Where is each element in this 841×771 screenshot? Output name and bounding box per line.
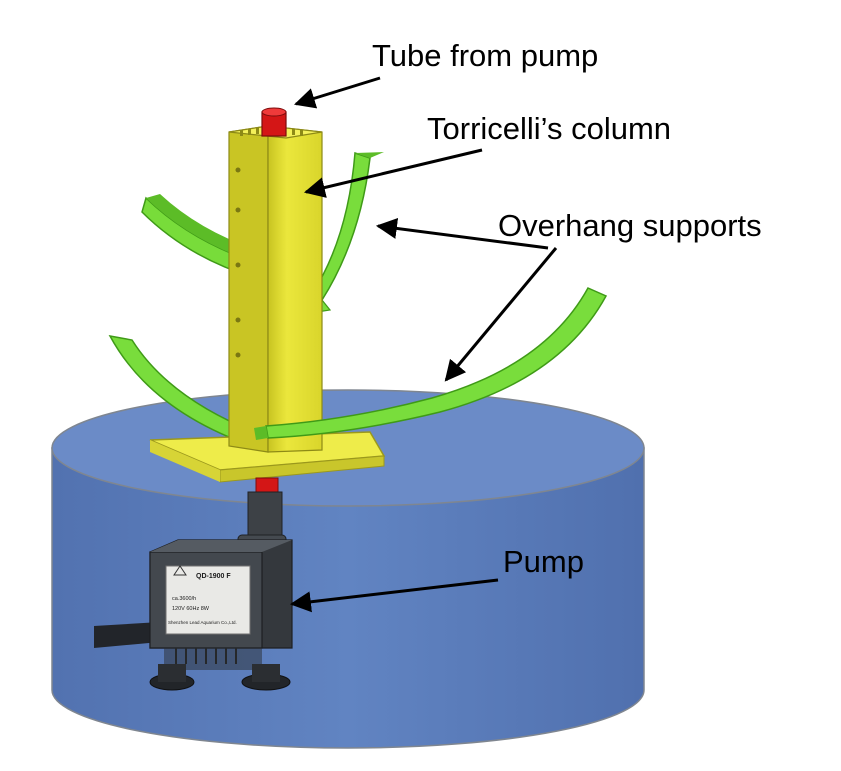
pump-model: QD-1900 F <box>196 573 231 580</box>
arrow-tube <box>293 76 381 109</box>
column-slots <box>240 128 303 136</box>
overhang-support-lower-right <box>254 287 608 440</box>
label-tube-from-pump: Tube from pump <box>372 38 599 73</box>
pump: QD-1900 F ca.3600/h 120V 60Hz 8W Shenzhe… <box>94 491 293 691</box>
arrow-supports-upper <box>375 218 549 250</box>
annotation-arrows <box>289 76 558 613</box>
label-pump: Pump <box>503 544 584 579</box>
arrow-pump <box>289 578 499 613</box>
column-holes <box>235 167 241 358</box>
tube-top <box>261 107 287 137</box>
arrow-supports-lower <box>444 247 558 382</box>
pump-power: 120V 60Hz 8W <box>172 606 210 612</box>
label-torricelli-column: Torricelli’s column <box>427 111 672 146</box>
label-overhang-supports: Overhang supports <box>498 208 762 243</box>
pump-maker: Shenzhen Lead Aquarium Co.,Ltd. <box>168 620 237 625</box>
arrow-column <box>303 148 483 198</box>
torricelli-column <box>228 125 323 453</box>
pump-flow: ca.3600/h <box>172 596 196 602</box>
